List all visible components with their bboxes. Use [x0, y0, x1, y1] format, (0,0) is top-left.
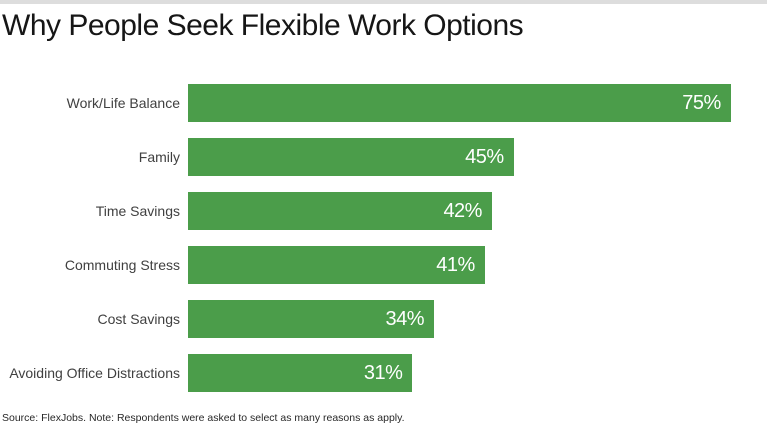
bar-row: Commuting Stress 41%	[0, 246, 767, 284]
category-label: Work/Life Balance	[66, 94, 180, 111]
bar-track: 34%	[188, 300, 767, 338]
bar-track: 42%	[188, 192, 767, 230]
category-label: Time Savings	[95, 202, 180, 219]
bar: 42%	[188, 192, 492, 230]
bar-track: 31%	[188, 354, 767, 392]
bar-track: 41%	[188, 246, 767, 284]
chart-title: Why People Seek Flexible Work Options	[2, 9, 524, 42]
bar-row: Avoiding Office Distractions 31%	[0, 354, 767, 392]
source-note: Source: FlexJobs. Note: Respondents were…	[2, 412, 405, 424]
category-label: Family	[138, 148, 180, 165]
bar-track: 45%	[188, 138, 767, 176]
value-label: 41%	[436, 253, 475, 276]
bar: 31%	[188, 354, 413, 392]
bar-track: 75%	[188, 84, 767, 122]
bar: 41%	[188, 246, 485, 284]
bar-row: Cost Savings 34%	[0, 300, 767, 338]
bar: 34%	[188, 300, 435, 338]
category-label: Avoiding Office Distractions	[9, 364, 180, 381]
value-label: 45%	[465, 145, 504, 168]
bar-row: Family 45%	[0, 138, 767, 176]
bar-chart: Work/Life Balance 75% Family 45% Time Saving…	[0, 84, 767, 392]
value-label: 75%	[682, 91, 721, 114]
value-label: 34%	[385, 307, 425, 330]
bar-row: Work/Life Balance 75%	[0, 84, 767, 122]
category-label: Commuting Stress	[64, 256, 180, 273]
value-label: 31%	[363, 361, 403, 384]
top-divider-strip	[0, 0, 767, 4]
bar: 75%	[188, 84, 731, 122]
value-label: 42%	[443, 199, 482, 222]
bar-row: Time Savings 42%	[0, 192, 767, 230]
category-label: Cost Savings	[97, 310, 180, 327]
bar: 45%	[188, 138, 514, 176]
